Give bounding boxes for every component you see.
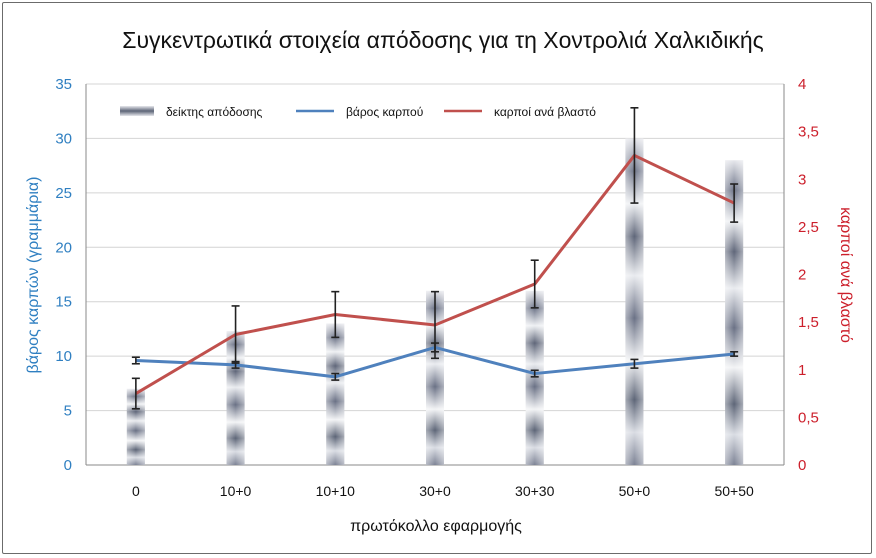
legend-label-yield-index: δείκτης απόδοσης: [166, 105, 263, 119]
y-right-tick-label: 2: [798, 267, 806, 284]
legend-swatch-yield-index: [120, 106, 154, 116]
y-right-tick-label: 0,5: [798, 409, 819, 426]
y-right-tick-label: 3: [798, 171, 806, 188]
x-tick-label: 50+0: [619, 483, 651, 499]
y-left-tick-label: 10: [55, 348, 72, 365]
y-left-tick-label: 15: [55, 294, 72, 311]
legend: δείκτης απόδοσης βάρος καρπού καρποί ανά…: [120, 105, 596, 119]
x-tick-label: 50+50: [714, 483, 754, 499]
y-right-tick-label: 1,5: [798, 314, 819, 331]
legend-label-fruit-weight: βάρος καρπού: [346, 105, 423, 119]
y-right-tick-label: 2,5: [798, 219, 819, 236]
bar-highlight: [326, 323, 345, 465]
legend-label-fruits-per-shoot: καρποί ανά βλαστό: [494, 105, 596, 119]
y-left-tick-label: 25: [55, 185, 72, 202]
x-tick-label: 30+30: [515, 483, 555, 499]
chart-title: Συγκεντρωτικά στοιχεία απόδοσης για τη Χ…: [122, 27, 764, 53]
x-tick-label: 10+10: [316, 483, 356, 499]
gridlines: [86, 83, 784, 412]
y-right-tick-label: 3,5: [798, 124, 819, 141]
bar-highlight: [126, 388, 145, 465]
y-left-tick-label: 20: [55, 239, 72, 256]
x-axis-title: πρωτόκολλο εφαρμογής: [350, 518, 522, 535]
y-axis-left-title: βάρος καρπών (γραμμάρια): [25, 177, 42, 374]
x-tick-label: 0: [132, 483, 140, 499]
tick-labels: 0 5 10 15 20 25 30 35 0 0,5 1 1,5 2 2,5 3 3,5 4 0 10+0 10+1…: [55, 76, 819, 499]
bar-highlight: [426, 290, 444, 465]
y-left-tick-label: 30: [55, 130, 72, 147]
y-right-tick-label: 1: [798, 362, 806, 379]
y-left-tick-label: 5: [64, 403, 72, 420]
error-bars: [131, 107, 739, 410]
bar-highlight: [725, 160, 744, 465]
y-right-tick-label: 4: [798, 76, 806, 93]
y-right-tick-label: 0: [798, 457, 806, 474]
bar-highlight: [525, 290, 544, 465]
bar-series-yield-index: [126, 138, 744, 465]
bar-highlight: [625, 138, 644, 465]
x-tick-label: 30+0: [419, 483, 451, 499]
y-left-tick-label: 35: [55, 76, 72, 93]
y-axis-right-title: καρποί ανά βλαστό: [837, 207, 854, 343]
y-left-tick-label: 0: [64, 457, 72, 474]
x-tick-label: 10+0: [220, 483, 252, 499]
